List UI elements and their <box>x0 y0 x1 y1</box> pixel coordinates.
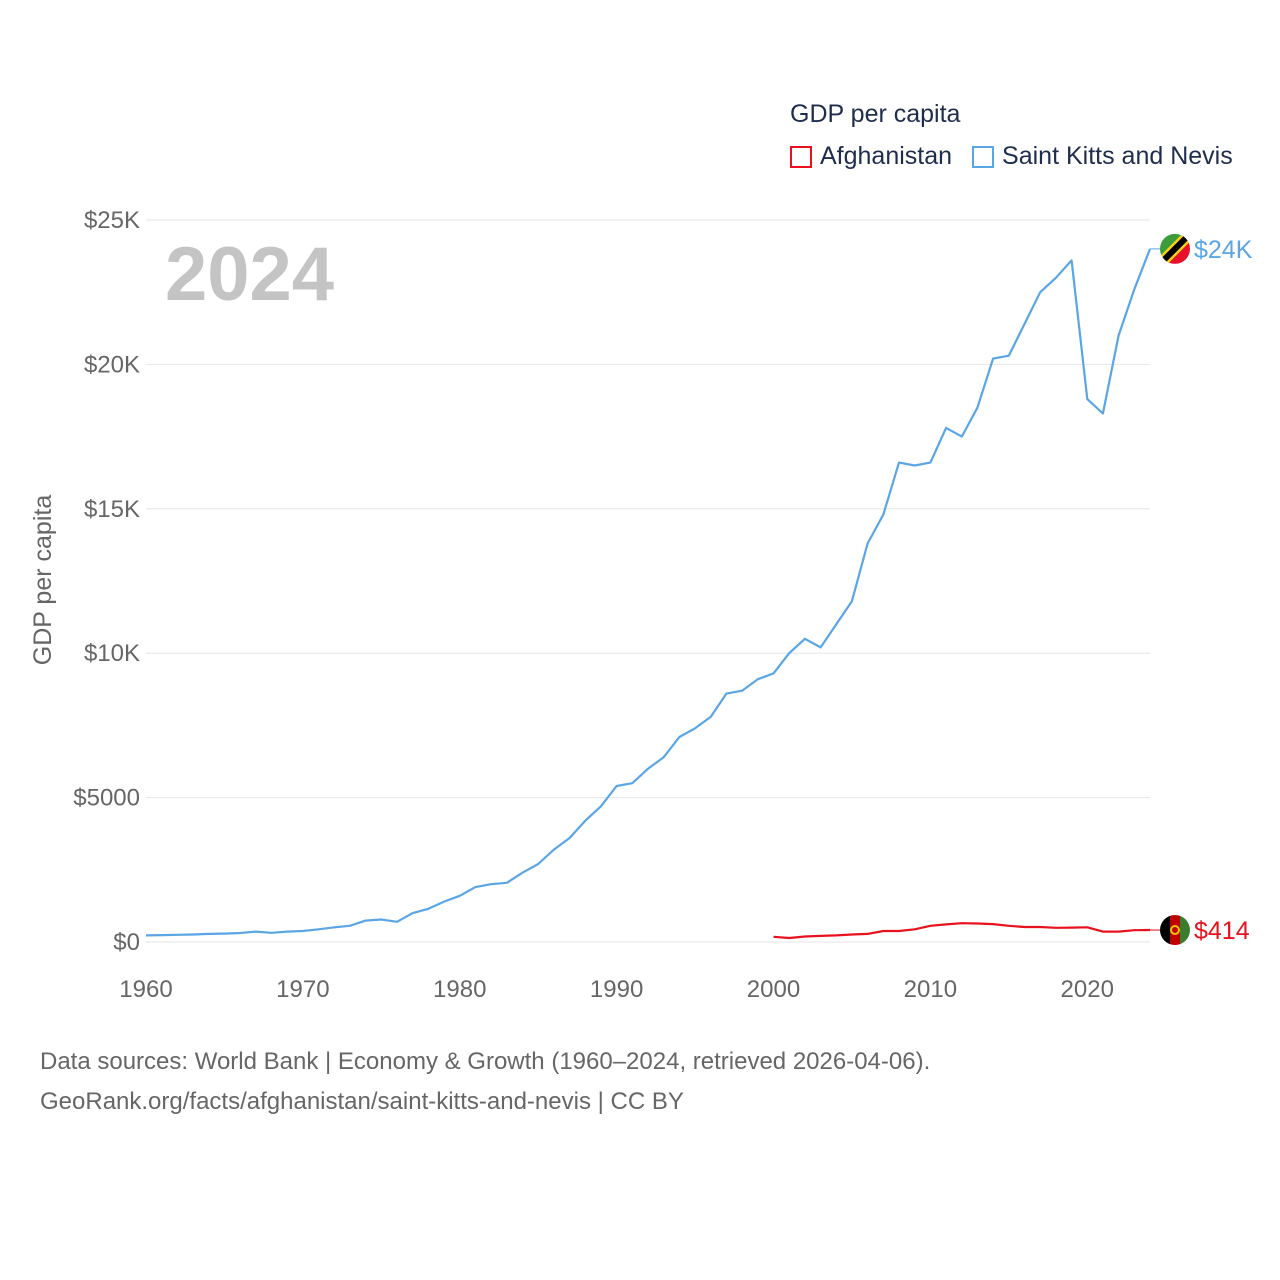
series-line-saint-kitts-and-nevis <box>145 248 1152 937</box>
footer: Data sources: World Bank | Economy & Gro… <box>40 1042 930 1122</box>
legend-label-afghanistan: Afghanistan <box>820 142 953 170</box>
legend-label-saint-kitts-and-nevis: Saint Kitts and Nevis <box>1002 142 1233 170</box>
legend: Afghanistan Saint Kitts and Nevis <box>790 142 1253 171</box>
x-tick-label: 1990 <box>590 976 643 1003</box>
y-tick-label: $20K <box>84 351 140 378</box>
y-tick-label: $10K <box>84 640 140 667</box>
series-end-label: $24K <box>1194 236 1253 264</box>
year-overlay: 2024 <box>165 232 334 317</box>
y-axis-label: GDP per capita <box>29 495 57 666</box>
legend-item-saint-kitts-and-nevis[interactable]: Saint Kitts and Nevis <box>972 142 1233 171</box>
x-tick-label: 2010 <box>904 976 957 1003</box>
legend-swatch-afghanistan <box>790 145 812 168</box>
x-tick-label: 2020 <box>1061 976 1114 1003</box>
legend-swatch-saint-kitts-and-nevis <box>972 145 995 168</box>
footer-link[interactable]: GeoRank.org/facts/afghanistan/saint-kitt… <box>40 1088 684 1115</box>
x-tick-label: 1980 <box>433 976 486 1003</box>
y-tick-label: $25K <box>84 207 140 234</box>
legend-item-afghanistan[interactable]: Afghanistan <box>790 142 952 171</box>
series-end-label: $414 <box>1194 917 1250 945</box>
saint-kitts-and-nevis-flag-icon <box>1160 233 1190 264</box>
series-line-afghanistan <box>773 922 1151 940</box>
x-tick-label: 1970 <box>276 976 329 1003</box>
legend-title: GDP per capita <box>790 100 961 128</box>
y-tick-label: $0 <box>113 929 140 956</box>
afghanistan-flag-icon <box>1160 915 1190 946</box>
y-tick-label: $5000 <box>73 785 140 812</box>
x-tick-label: 1960 <box>119 976 172 1003</box>
y-tick-label: $15K <box>84 496 140 523</box>
x-tick-label: 2000 <box>747 976 800 1003</box>
footer-source: Data sources: World Bank | Economy & Gro… <box>40 1048 931 1075</box>
